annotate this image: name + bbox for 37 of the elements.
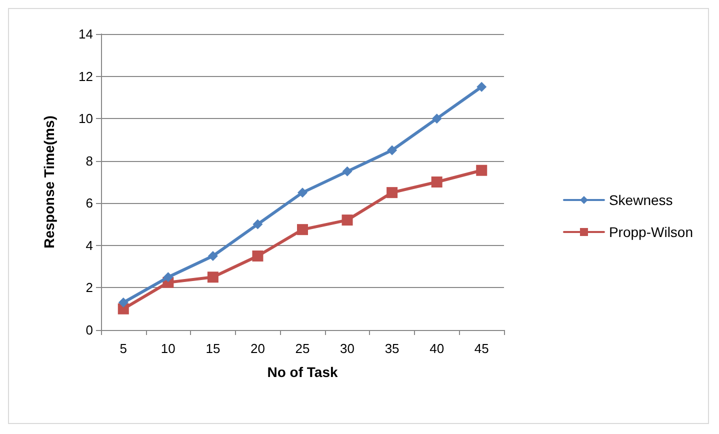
x-tick-label: 35 bbox=[384, 341, 400, 356]
point bbox=[432, 114, 442, 124]
x-tick-label: 40 bbox=[430, 341, 444, 356]
point bbox=[342, 214, 353, 226]
y-tick-label: 8 bbox=[86, 153, 93, 168]
point bbox=[207, 272, 218, 283]
y-tick-label: 14 bbox=[78, 26, 93, 42]
x-tick-label: 20 bbox=[250, 341, 265, 356]
x-tick-label: 5 bbox=[120, 341, 128, 356]
y-tick-label: 10 bbox=[78, 111, 93, 126]
legend-label: Skewness bbox=[608, 192, 673, 208]
x-tick-label: 30 bbox=[340, 341, 355, 356]
y-axis-title: Response Time(ms) bbox=[41, 116, 57, 248]
point bbox=[476, 164, 488, 176]
x-tick-label: 25 bbox=[295, 341, 310, 356]
y-tick-label: 0 bbox=[86, 322, 93, 338]
x-tick-label: 15 bbox=[206, 341, 220, 356]
point bbox=[208, 251, 218, 261]
y-tick-label: 12 bbox=[78, 68, 93, 84]
point bbox=[297, 224, 308, 236]
point bbox=[386, 187, 398, 198]
x-tick-label: 10 bbox=[160, 341, 176, 356]
point bbox=[387, 145, 398, 156]
x-axis-title: No of Task bbox=[267, 364, 338, 380]
point bbox=[163, 272, 174, 282]
point bbox=[342, 166, 352, 176]
point bbox=[252, 250, 264, 262]
x-tick-label: 45 bbox=[474, 341, 489, 356]
point bbox=[252, 219, 263, 230]
point bbox=[298, 188, 308, 198]
point bbox=[118, 298, 128, 308]
y-tick-label: 6 bbox=[86, 196, 93, 211]
point bbox=[476, 82, 487, 92]
point bbox=[431, 176, 442, 188]
y-tick-label: 2 bbox=[86, 280, 93, 296]
y-tick-label: 4 bbox=[86, 238, 93, 253]
legend-label: Propp-Wilson bbox=[608, 224, 694, 240]
